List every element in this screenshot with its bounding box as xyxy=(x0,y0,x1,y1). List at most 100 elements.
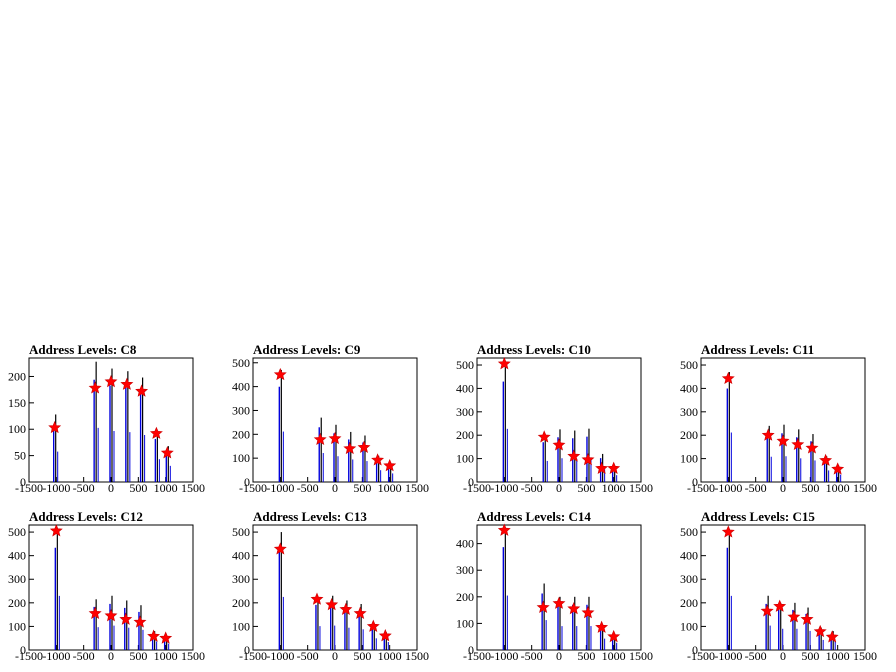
y-tick-label: 50 xyxy=(14,449,26,463)
peak-marker xyxy=(88,606,102,619)
peak-marker xyxy=(567,602,581,615)
x-tick-label: -500 xyxy=(297,649,319,663)
y-tick-label: 0 xyxy=(244,475,250,489)
x-tick-label: 1000 xyxy=(826,481,850,495)
peak-marker xyxy=(371,453,385,466)
chart-title: Address Levels: C15 xyxy=(701,509,815,524)
x-tick-label: -1500 xyxy=(687,649,715,663)
y-tick-label: 500 xyxy=(456,358,474,372)
y-tick-label: 100 xyxy=(8,422,26,436)
peak-marker xyxy=(760,604,774,617)
x-tick-label: -1500 xyxy=(463,649,491,663)
peak-marker xyxy=(104,609,118,622)
y-tick-label: 150 xyxy=(8,396,26,410)
x-tick-label: -1500 xyxy=(463,481,491,495)
y-tick-label: 100 xyxy=(232,619,250,633)
y-tick-label: 400 xyxy=(456,381,474,395)
chart-panel: Address Levels: C15 0 100 200 300 400 500 -1500… xyxy=(680,509,877,663)
x-tick-label: -1000 xyxy=(266,649,294,663)
peak-marker xyxy=(721,525,735,538)
y-tick-label: 300 xyxy=(680,572,698,586)
x-tick-label: -500 xyxy=(521,481,543,495)
peak-marker xyxy=(552,438,566,451)
y-tick-label: 200 xyxy=(680,428,698,442)
peak-marker xyxy=(607,461,621,474)
x-tick-label: 0 xyxy=(556,649,562,663)
y-tick-label: 200 xyxy=(456,590,474,604)
y-tick-label: 100 xyxy=(680,452,698,466)
chart-title: Address Levels: C9 xyxy=(253,342,361,357)
peak-marker xyxy=(805,441,819,454)
plot-frame xyxy=(28,524,194,651)
x-tick-label: -500 xyxy=(73,649,95,663)
x-tick-label: 1000 xyxy=(378,481,402,495)
x-tick-label: -1000 xyxy=(490,649,518,663)
chart-panel: Address Levels: C11 0 100 200 300 400 500 -1500… xyxy=(680,342,877,495)
chart-panel: Address Levels: C10 0 100 200 300 400 500 -1500… xyxy=(456,342,653,495)
y-tick-label: 500 xyxy=(232,356,250,370)
x-tick-label: 0 xyxy=(556,481,562,495)
x-tick-label: 500 xyxy=(129,649,147,663)
peak-marker xyxy=(773,599,787,612)
y-tick-label: 500 xyxy=(680,525,698,539)
chart-panel: Address Levels: C90100200300400500-1500-… xyxy=(232,342,429,495)
y-tick-label: 100 xyxy=(680,619,698,633)
chart-title: Address Levels: C13 xyxy=(253,509,367,524)
peak-marker xyxy=(149,426,163,439)
x-tick-label: 1500 xyxy=(181,649,205,663)
x-tick-label: -1000 xyxy=(490,481,518,495)
peak-marker xyxy=(273,542,287,555)
y-tick-label: 300 xyxy=(232,403,250,417)
x-tick-label: -1000 xyxy=(42,649,70,663)
x-tick-label: -1500 xyxy=(239,649,267,663)
y-tick-label: 200 xyxy=(232,427,250,441)
x-tick-label: 1500 xyxy=(629,481,653,495)
x-tick-label: -1000 xyxy=(714,649,742,663)
peak-marker xyxy=(552,596,566,609)
y-tick-label: 300 xyxy=(456,405,474,419)
x-tick-label: -1500 xyxy=(239,481,267,495)
x-tick-label: -500 xyxy=(745,481,767,495)
chart-title: Address Levels: C11 xyxy=(701,342,814,357)
x-tick-label: 1500 xyxy=(405,649,429,663)
y-tick-label: 200 xyxy=(232,596,250,610)
x-tick-label: 0 xyxy=(108,481,114,495)
x-tick-label: -500 xyxy=(745,649,767,663)
peak-marker xyxy=(159,631,173,644)
y-tick-label: 200 xyxy=(8,596,26,610)
chart-title: Address Levels: C8 xyxy=(29,342,137,357)
peak-marker xyxy=(825,630,839,643)
peak-marker xyxy=(383,459,397,472)
peak-marker xyxy=(595,461,609,474)
peak-marker xyxy=(339,602,353,615)
x-tick-label: 1500 xyxy=(405,481,429,495)
y-tick-label: 100 xyxy=(456,616,474,630)
peak-marker xyxy=(48,420,62,434)
plot-frame xyxy=(476,524,642,651)
x-tick-label: -1000 xyxy=(714,481,742,495)
y-tick-label: 0 xyxy=(468,475,474,489)
chart-title: Address Levels: C12 xyxy=(29,509,143,524)
x-tick-label: -1000 xyxy=(266,481,294,495)
x-tick-label: 0 xyxy=(332,649,338,663)
x-tick-label: 500 xyxy=(577,649,595,663)
x-tick-label: -1500 xyxy=(15,481,43,495)
y-tick-label: 100 xyxy=(232,451,250,465)
peak-marker xyxy=(328,431,342,445)
peak-marker xyxy=(721,371,735,385)
peak-marker xyxy=(536,600,550,613)
peak-marker xyxy=(357,440,371,453)
y-tick-label: 400 xyxy=(232,549,250,563)
chart-title: Address Levels: C10 xyxy=(477,342,591,357)
peak-marker xyxy=(776,434,790,447)
y-tick-label: 300 xyxy=(456,563,474,577)
x-tick-label: 0 xyxy=(780,649,786,663)
peak-marker xyxy=(537,430,551,443)
peak-marker xyxy=(497,357,511,370)
peak-marker xyxy=(595,620,609,633)
x-tick-label: -500 xyxy=(521,649,543,663)
y-tick-label: 500 xyxy=(680,358,698,372)
y-tick-label: 100 xyxy=(456,452,474,466)
x-tick-label: 1000 xyxy=(826,649,850,663)
x-tick-label: 0 xyxy=(108,649,114,663)
